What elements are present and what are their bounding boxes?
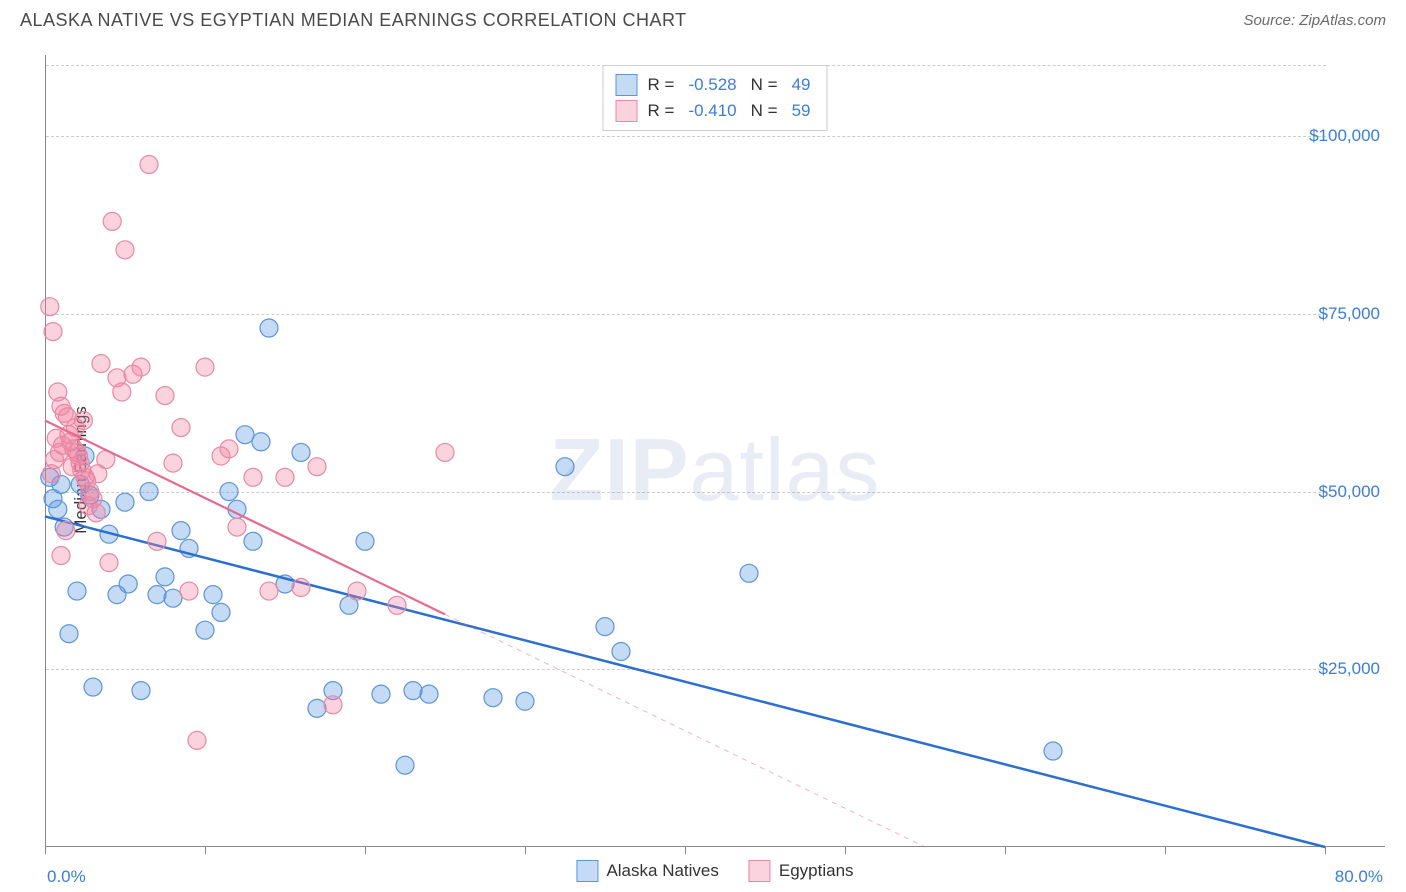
data-point — [172, 522, 190, 540]
legend-label-alaska: Alaska Natives — [606, 861, 718, 881]
chart-container: Median Earnings $25,000$50,000$75,000$10… — [45, 55, 1385, 885]
data-point — [188, 731, 206, 749]
correlation-legend: R = -0.528 N = 49 R = -0.410 N = 59 — [603, 65, 828, 131]
data-point — [212, 603, 230, 621]
legend-item-egyptian: Egyptians — [749, 860, 854, 882]
data-point — [92, 355, 110, 373]
data-point — [196, 621, 214, 639]
chart-title: ALASKA NATIVE VS EGYPTIAN MEDIAN EARNING… — [20, 10, 687, 31]
data-point — [420, 685, 438, 703]
x-min-label: 0.0% — [47, 867, 86, 887]
n-label: N = — [751, 101, 778, 121]
data-point — [57, 522, 75, 540]
swatch-alaska — [616, 74, 638, 96]
data-point — [44, 323, 62, 341]
legend-label-egyptian: Egyptians — [779, 861, 854, 881]
data-point — [228, 518, 246, 536]
data-point — [244, 532, 262, 550]
data-point — [612, 643, 630, 661]
legend-item-alaska: Alaska Natives — [576, 860, 718, 882]
data-point — [66, 419, 84, 437]
data-point — [372, 685, 390, 703]
n-value-egyptian: 59 — [788, 101, 815, 121]
data-point — [356, 532, 374, 550]
trend-line — [45, 516, 1325, 847]
data-point — [596, 618, 614, 636]
data-point — [52, 547, 70, 565]
data-point — [324, 696, 342, 714]
data-point — [204, 586, 222, 604]
data-point — [236, 426, 254, 444]
trend-line-extrapolated — [445, 614, 925, 847]
data-point — [156, 387, 174, 405]
data-point — [276, 468, 294, 486]
data-point — [196, 358, 214, 376]
series-legend: Alaska Natives Egyptians — [576, 860, 853, 882]
data-point — [156, 568, 174, 586]
data-point — [113, 383, 131, 401]
data-point — [308, 458, 326, 476]
data-point — [180, 582, 198, 600]
data-point — [164, 589, 182, 607]
data-point — [119, 575, 137, 593]
data-point — [396, 756, 414, 774]
r-label: R = — [648, 75, 675, 95]
data-point — [148, 586, 166, 604]
data-point — [148, 532, 166, 550]
data-point — [404, 682, 422, 700]
n-label: N = — [751, 75, 778, 95]
source-attribution: Source: ZipAtlas.com — [1243, 12, 1386, 29]
data-point — [103, 212, 121, 230]
swatch-egyptian-icon — [749, 860, 771, 882]
r-value-egyptian: -0.410 — [684, 101, 740, 121]
data-point — [388, 596, 406, 614]
data-point — [100, 554, 118, 572]
data-point — [172, 419, 190, 437]
data-point — [79, 497, 97, 515]
data-point — [68, 582, 86, 600]
data-point — [132, 358, 150, 376]
data-point — [84, 678, 102, 696]
n-value-alaska: 49 — [788, 75, 815, 95]
data-point — [140, 156, 158, 174]
data-point — [220, 440, 238, 458]
swatch-alaska-icon — [576, 860, 598, 882]
r-label: R = — [648, 101, 675, 121]
r-value-alaska: -0.528 — [684, 75, 740, 95]
data-point — [436, 443, 454, 461]
data-point — [164, 454, 182, 472]
data-point — [348, 582, 366, 600]
data-point — [116, 493, 134, 511]
scatter-plot — [45, 55, 1385, 885]
legend-row-alaska: R = -0.528 N = 49 — [616, 72, 815, 98]
swatch-egyptian — [616, 100, 638, 122]
data-point — [220, 483, 238, 501]
data-point — [140, 483, 158, 501]
data-point — [252, 433, 270, 451]
data-point — [41, 298, 59, 316]
legend-row-egyptian: R = -0.410 N = 59 — [616, 98, 815, 124]
data-point — [556, 458, 574, 476]
data-point — [484, 689, 502, 707]
data-point — [132, 682, 150, 700]
data-point — [244, 468, 262, 486]
data-point — [49, 500, 67, 518]
data-point — [292, 443, 310, 461]
data-point — [740, 564, 758, 582]
data-point — [63, 458, 81, 476]
x-max-label: 80.0% — [1335, 867, 1383, 887]
data-point — [47, 429, 65, 447]
data-point — [116, 241, 134, 259]
data-point — [516, 692, 534, 710]
data-point — [308, 699, 326, 717]
data-point — [260, 319, 278, 337]
data-point — [292, 579, 310, 597]
data-point — [60, 625, 78, 643]
data-point — [1044, 742, 1062, 760]
data-point — [260, 582, 278, 600]
